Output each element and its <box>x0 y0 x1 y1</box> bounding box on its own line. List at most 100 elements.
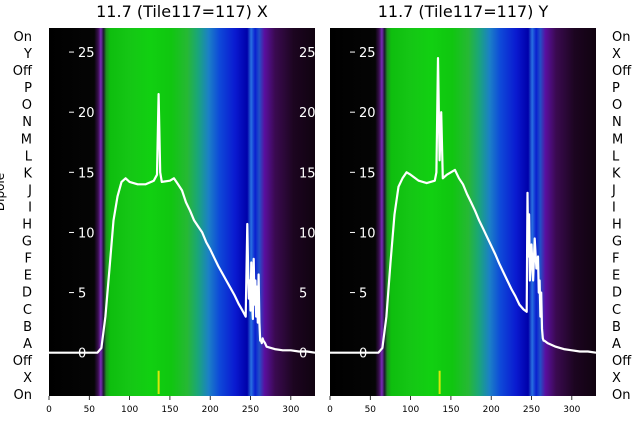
series-point <box>252 318 254 320</box>
series-point <box>144 183 147 186</box>
series-point <box>329 351 331 354</box>
series-point <box>136 183 139 186</box>
series-point <box>462 183 464 186</box>
y-tick-label: 15 <box>78 166 95 181</box>
heatmap-area <box>49 28 315 396</box>
series-point <box>197 225 199 228</box>
series-point <box>257 273 260 276</box>
series-point <box>255 315 257 318</box>
x-tick-label: 0 <box>46 405 52 415</box>
series-point <box>543 339 546 342</box>
dipole-category-label: L <box>25 149 33 164</box>
panel-title: 11.7 (Tile117=117) X <box>96 2 268 21</box>
series-point <box>213 256 215 259</box>
series-point <box>538 279 541 282</box>
dipole-category-label: K <box>23 166 32 181</box>
x-tick-label: 0 <box>327 405 333 415</box>
y-tick-label-right: 0 <box>299 347 307 362</box>
y-tick-label-right: 5 <box>299 287 307 302</box>
series-point <box>100 347 103 349</box>
series-point <box>545 341 547 343</box>
series-point <box>532 279 534 282</box>
series-point <box>377 351 380 354</box>
y-tick-label-right: 10 <box>299 226 316 241</box>
dipole-category-label: N <box>612 115 622 130</box>
dipole-category-label: Off <box>13 64 33 79</box>
series-point <box>518 303 521 306</box>
series-point <box>490 244 493 247</box>
series-point <box>533 237 536 240</box>
series-point <box>417 179 420 182</box>
series-point <box>263 341 266 343</box>
series-point <box>540 291 542 294</box>
series-point <box>393 213 396 216</box>
y-axis-label: Dipole <box>0 173 7 211</box>
series-point <box>440 111 443 113</box>
series-point <box>537 255 539 258</box>
series-point <box>389 261 392 264</box>
dipole-category-label: I <box>612 200 616 215</box>
series-point <box>434 179 436 182</box>
series-point <box>438 159 441 162</box>
panel-y: 11.7 (Tile117=117) Y On X Off PONMLKJIHGFEDC… <box>327 2 632 415</box>
x-tick-label: 300 <box>282 405 299 415</box>
series-point <box>466 193 468 195</box>
dipole-category-label: H <box>612 218 622 233</box>
series-point <box>252 258 255 260</box>
dipole-category-label: C <box>23 303 32 318</box>
y-tick-label: 0 <box>359 347 367 362</box>
series-point <box>253 303 256 306</box>
dipole-category-label: O <box>612 98 622 113</box>
series-point <box>161 181 163 183</box>
series-point <box>470 201 472 204</box>
dipole-category-label: X <box>612 371 621 386</box>
series-point <box>229 287 232 289</box>
series-point <box>514 295 517 298</box>
series-point <box>437 57 439 59</box>
dipole-category-label: D <box>22 286 32 301</box>
series-point <box>563 348 565 350</box>
series-point <box>525 311 528 313</box>
series-point <box>258 321 261 324</box>
x-tick-label: 200 <box>483 405 500 415</box>
series-point <box>177 183 179 186</box>
dipole-category-label: E <box>612 269 620 284</box>
series-point <box>209 248 211 251</box>
series-point <box>474 210 476 212</box>
dipole-category-label: M <box>21 132 32 147</box>
dipole-category-label: E <box>24 269 32 284</box>
series-point <box>260 339 262 342</box>
series-point <box>237 302 240 305</box>
dipole-category-label: D <box>612 286 622 301</box>
series-point <box>571 349 573 352</box>
series-point <box>108 267 111 270</box>
dipole-category-label: K <box>612 166 621 181</box>
dipole-category-label: G <box>22 235 32 250</box>
dipole-category-label: On <box>14 30 32 45</box>
x-tick-label: 250 <box>523 405 540 415</box>
dipole-category-label: P <box>612 81 620 96</box>
dipole-category-label: G <box>612 235 622 250</box>
dipole-category-label: N <box>22 115 32 130</box>
series-point <box>159 171 161 174</box>
series-point <box>225 279 228 282</box>
series-point <box>257 321 259 324</box>
x-tick-label: 150 <box>161 405 178 415</box>
dipole-category-label: P <box>24 81 32 96</box>
series-point <box>401 177 404 180</box>
dipole-category-label: B <box>612 320 621 335</box>
series-point <box>96 351 99 354</box>
series-point <box>506 279 509 282</box>
series-point <box>502 271 505 273</box>
series-point <box>579 350 581 353</box>
series-point <box>478 219 480 222</box>
series-point <box>201 231 203 234</box>
series-point <box>314 351 316 354</box>
series-point <box>221 272 224 275</box>
series-point <box>494 253 497 255</box>
series-point <box>247 267 249 270</box>
x-tick-label: 250 <box>242 405 259 415</box>
series-point <box>153 179 155 182</box>
series-point <box>249 309 252 312</box>
